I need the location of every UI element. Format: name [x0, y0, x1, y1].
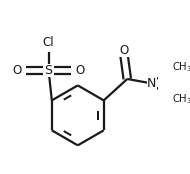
- Text: CH$_3$: CH$_3$: [172, 92, 190, 106]
- Text: O: O: [12, 64, 22, 77]
- Text: S: S: [45, 64, 53, 77]
- Text: O: O: [120, 44, 129, 57]
- Text: O: O: [76, 64, 85, 77]
- Text: N: N: [147, 77, 157, 90]
- Text: CH$_3$: CH$_3$: [172, 60, 190, 74]
- Text: Cl: Cl: [43, 36, 54, 49]
